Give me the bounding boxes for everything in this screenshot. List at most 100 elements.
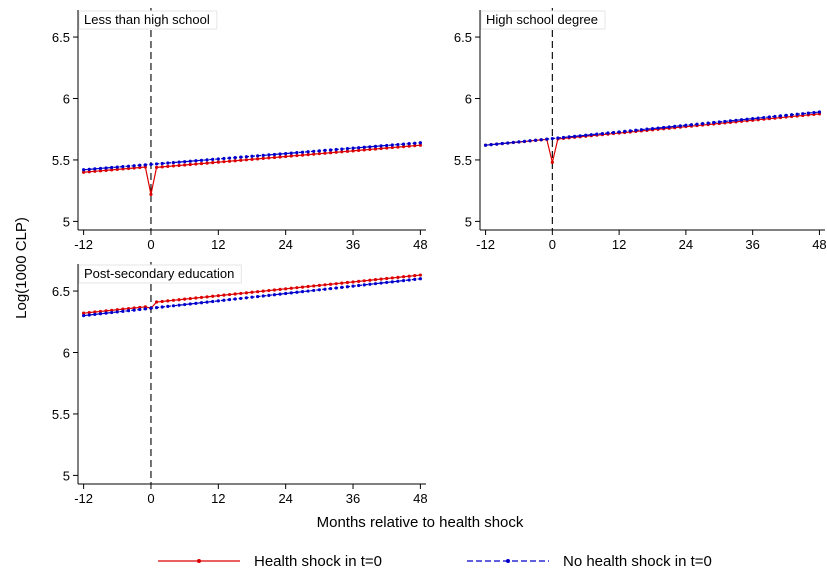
legend-item-1: Health shock in t=0 — [158, 553, 382, 570]
data-point-no_shock — [500, 141, 504, 146]
data-point-shock — [407, 144, 411, 148]
data-point-no_shock — [115, 310, 119, 314]
data-point-shock — [233, 292, 237, 296]
x-tick-label: 0 — [147, 237, 154, 252]
data-point-shock — [87, 310, 91, 315]
data-point-no_shock — [256, 154, 260, 158]
data-point-shock — [345, 280, 350, 285]
data-point-shock — [244, 291, 248, 295]
data-point-shock — [239, 291, 243, 296]
data-point-shock — [306, 153, 310, 157]
x-tick-label: 48 — [413, 237, 427, 252]
data-point-shock — [323, 283, 327, 287]
data-point-no_shock — [413, 141, 417, 145]
data-point-no_shock — [323, 287, 327, 291]
data-point-no_shock — [82, 168, 86, 172]
data-point-no_shock — [272, 293, 277, 297]
data-point-no_shock — [328, 286, 333, 291]
data-point-no_shock — [87, 313, 91, 317]
data-point-no_shock — [351, 284, 355, 288]
data-point-no_shock — [166, 161, 170, 165]
data-point-no_shock — [340, 285, 344, 289]
data-point-shock — [295, 286, 299, 290]
data-point-shock — [177, 298, 181, 302]
data-point-no_shock — [634, 128, 638, 132]
panel-1: 5 5.5 6 6.5 -12 0 12 24 36 48 Less than high schoo… — [52, 8, 428, 252]
data-point-shock — [227, 159, 232, 163]
data-point-no_shock — [745, 117, 749, 121]
data-point-no_shock — [550, 136, 554, 141]
data-point-shock — [104, 168, 108, 172]
data-point-no_shock — [561, 135, 566, 140]
data-point-shock — [351, 280, 355, 284]
data-point-no_shock — [345, 146, 350, 151]
data-point-shock — [300, 285, 305, 289]
data-point-shock — [368, 278, 372, 282]
data-point-no_shock — [244, 296, 248, 300]
y-tick-label: 6.5 — [454, 30, 472, 45]
data-point-shock — [160, 299, 164, 304]
data-point-no_shock — [250, 295, 254, 299]
series-line-shock — [485, 113, 820, 163]
data-point-shock — [306, 284, 310, 289]
data-point-shock — [233, 159, 237, 163]
data-point-no_shock — [199, 301, 204, 305]
x-tick-label: 12 — [211, 491, 225, 506]
data-point-no_shock — [227, 156, 232, 160]
data-point-no_shock — [695, 122, 699, 126]
data-point-no_shock — [689, 123, 694, 127]
y-tick-label: 5 — [63, 468, 70, 483]
data-point-no_shock — [379, 144, 383, 148]
data-point-no_shock — [126, 309, 131, 313]
data-point-no_shock — [778, 114, 783, 118]
data-point-shock — [289, 286, 293, 290]
data-point-no_shock — [650, 127, 655, 131]
data-point-no_shock — [233, 156, 237, 160]
data-point-no_shock — [194, 159, 198, 163]
legend-label: No health shock in t=0 — [563, 553, 712, 570]
data-point-shock — [407, 274, 411, 278]
data-point-no_shock — [126, 164, 131, 168]
legend-item-2: No health shock in t=0 — [467, 553, 712, 570]
data-point-shock — [82, 311, 86, 315]
data-point-shock — [239, 158, 243, 162]
series-line-shock — [83, 144, 421, 195]
data-point-shock — [317, 152, 321, 156]
data-point-shock — [171, 298, 176, 302]
data-point-no_shock — [401, 278, 406, 283]
data-point-no_shock — [110, 310, 114, 315]
data-point-no_shock — [93, 167, 97, 171]
data-point-no_shock — [132, 164, 136, 168]
y-tick-label: 6 — [63, 345, 70, 360]
data-point-no_shock — [790, 113, 794, 117]
data-point-no_shock — [188, 159, 192, 163]
data-point-shock — [278, 287, 282, 292]
data-point-no_shock — [261, 153, 265, 157]
data-point-no_shock — [205, 300, 209, 304]
data-point-shock — [317, 283, 321, 287]
data-point-no_shock — [295, 290, 299, 294]
panel-title-box — [480, 10, 606, 30]
data-point-shock — [362, 148, 366, 152]
data-point-shock — [385, 146, 389, 150]
data-point-no_shock — [233, 297, 237, 301]
data-point-shock — [373, 147, 378, 151]
data-point-no_shock — [312, 288, 316, 293]
data-point-no_shock — [154, 162, 159, 166]
data-point-no_shock — [673, 124, 677, 128]
data-point-no_shock — [511, 140, 515, 145]
data-point-no_shock — [98, 312, 103, 316]
data-point-no_shock — [194, 301, 198, 305]
data-point-no_shock — [284, 291, 288, 296]
data-point-no_shock — [595, 132, 599, 136]
panel-title: Post-secondary education — [84, 266, 234, 281]
data-point-shock — [104, 309, 108, 313]
data-point-no_shock — [138, 307, 142, 312]
data-point-no_shock — [357, 283, 361, 288]
data-point-no_shock — [267, 293, 271, 297]
data-point-no_shock — [143, 307, 147, 311]
data-point-no_shock — [199, 158, 204, 162]
data-point-shock — [357, 148, 361, 152]
data-point-no_shock — [205, 158, 209, 162]
legend: Health shock in t=0 No health shock in t=… — [158, 553, 712, 570]
